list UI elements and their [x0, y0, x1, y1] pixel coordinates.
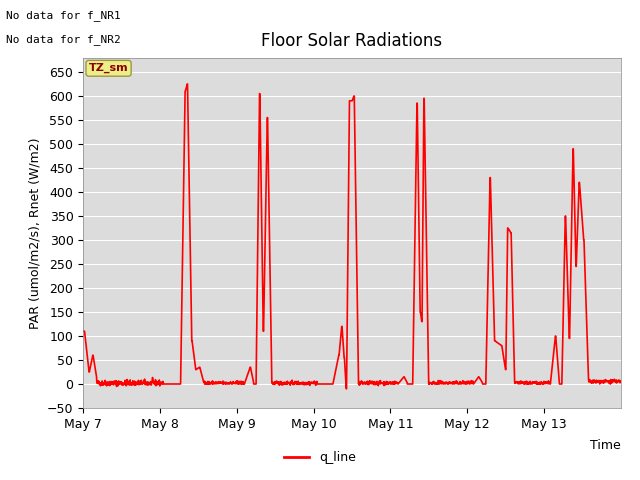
Text: Time: Time: [590, 439, 621, 452]
Y-axis label: PAR (umol/m2/s), Rnet (W/m2): PAR (umol/m2/s), Rnet (W/m2): [28, 137, 42, 328]
Title: Floor Solar Radiations: Floor Solar Radiations: [261, 33, 443, 50]
Legend: q_line: q_line: [279, 446, 361, 469]
Text: No data for f_NR1: No data for f_NR1: [6, 10, 121, 21]
Text: TZ_sm: TZ_sm: [89, 63, 129, 73]
Text: No data for f_NR2: No data for f_NR2: [6, 34, 121, 45]
